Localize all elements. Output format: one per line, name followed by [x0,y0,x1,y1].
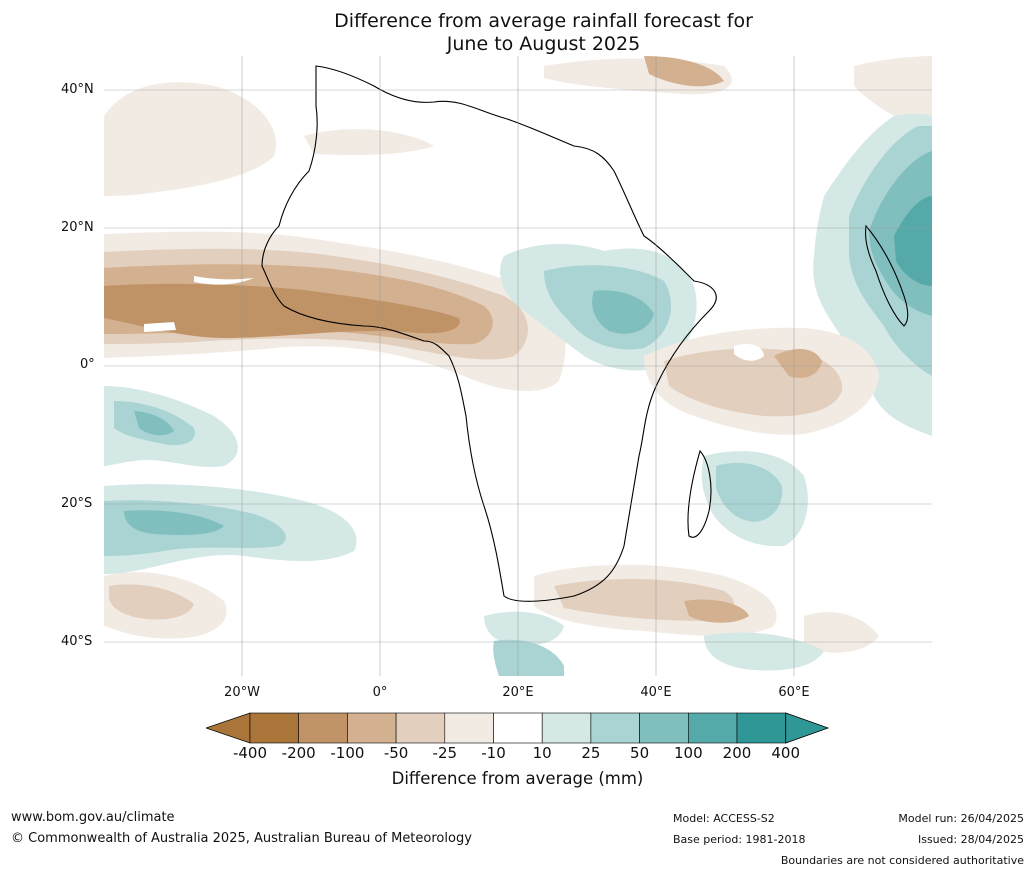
lon-label-20w: 20°W [224,685,260,700]
legend-tick-label: 100 [673,744,703,762]
footer-model: Model: ACCESS-S2 [673,812,775,825]
lat-label-0: 0° [80,357,95,372]
footer-issued: Issued: 28/04/2025 [917,833,1024,846]
legend-extend-low [206,712,251,744]
wet-anomaly-indian-ocean [813,113,932,437]
lon-label-60e: 60°E [778,685,810,700]
legend-tick-label: -25 [432,744,458,762]
legend-title: Difference from average (mm) [391,769,644,788]
footer-disclaimer: Boundaries are not considered authoritat… [780,854,1024,867]
dry-anomaly-indian-ocean [644,327,879,435]
graticule [104,56,932,676]
legend-colorbar [206,712,830,744]
legend-tick-label: 25 [581,744,601,762]
legend-tick-label: -10 [481,744,506,762]
dry-anomaly-west-africa [104,231,566,392]
footer-base-period: Base period: 1981-2018 [673,833,806,846]
wet-anomaly-east-africa [500,244,697,371]
legend-swatch [444,712,494,744]
legend-tick-label: 200 [722,744,752,762]
footer-website: www.bom.gov.au/climate [11,810,175,825]
legend-tick-label: -100 [330,744,365,762]
legend-tick-label: -400 [232,744,268,762]
coastlines [261,65,909,602]
lat-label-40s: 40°S [61,634,93,649]
lon-label-0: 0° [372,685,388,700]
lat-label-40n: 40°N [61,82,94,97]
wet-anomaly-south-atlantic [104,386,357,574]
legend-swatch [736,712,787,744]
legend-swatch [590,712,640,744]
lat-label-20s: 20°S [61,496,93,511]
legend-tick-label: 10 [532,744,552,762]
legend-swatch [298,712,348,744]
legend-tick-label: -50 [383,744,409,762]
footer-model-run: Model run: 26/04/2025 [898,812,1024,825]
legend-tick-label: 400 [771,744,801,762]
footer-copyright: © Commonwealth of Australia 2025, Austra… [11,831,472,846]
legend-swatch [395,712,446,744]
dry-anomaly-south [104,564,879,653]
title-line-2: June to August 2025 [446,33,641,55]
title-line-1: Difference from average rainfall forecas… [334,10,753,32]
legend-extend-high [785,712,830,744]
rainfall-map [104,56,932,676]
legend-swatch [541,712,592,744]
legend-tick-label: -200 [281,744,316,762]
map-canvas [104,56,932,676]
lon-label-20e: 20°E [502,685,534,700]
legend-swatch [347,712,397,744]
legend-swatch [493,712,543,744]
legend-swatch [687,712,738,744]
legend-swatch [249,712,300,744]
legend-tick-label: 50 [630,744,650,762]
map-title: Difference from average rainfall forecas… [0,10,1035,56]
lon-label-40e: 40°E [640,685,672,700]
legend-swatch [639,712,689,744]
dry-anomaly-north [104,56,932,196]
lat-label-20n: 20°N [61,220,94,235]
